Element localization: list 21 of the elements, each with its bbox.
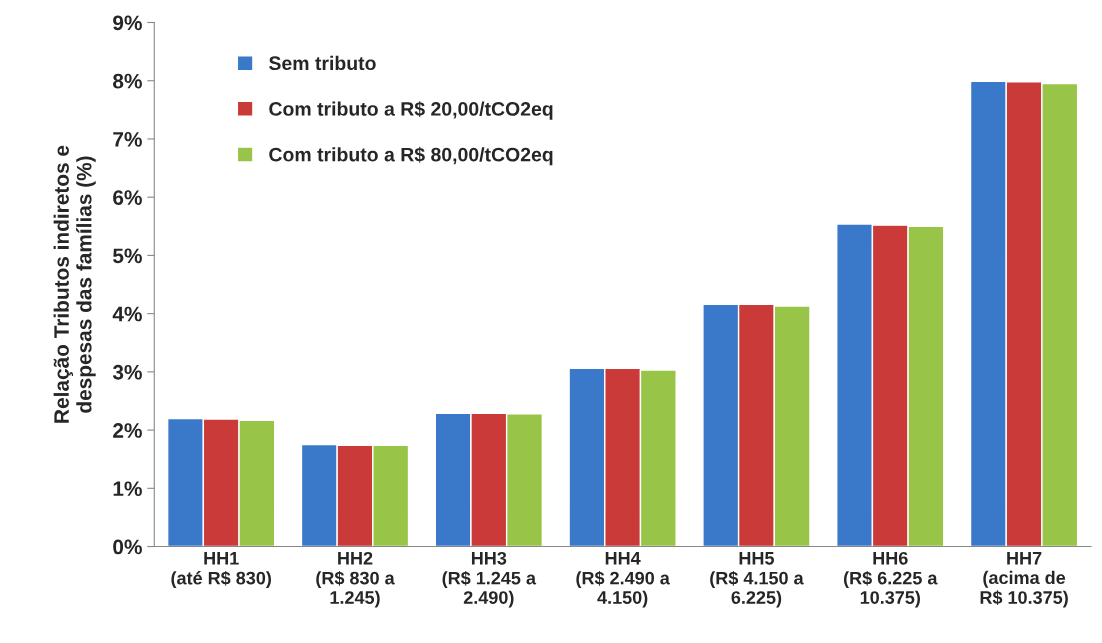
x-tick-label: HH6 (R$ 6.225 a 10.375): [843, 551, 938, 608]
y-tick-label: 2%: [113, 423, 142, 438]
x-tick-label: HH1 (até R$ 830): [171, 552, 271, 589]
x-tick-label: HH2 (R$ 830 a 1.245): [316, 551, 395, 608]
legend-label: Sem tributo: [269, 55, 376, 71]
x-tick-label: HH4 (R$ 2.490 a 4.150): [576, 552, 670, 608]
y-tick-label: 6%: [113, 190, 142, 205]
x-tick-label: HH7 (acima de R$ 10.375): [980, 552, 1068, 608]
y-tick-label: 9%: [113, 15, 142, 31]
y-tick-label: 3%: [112, 364, 142, 380]
legend-label: Com tributo a R$ 80,00/tCO2eq: [269, 146, 553, 166]
y-tick-label: 8%: [113, 73, 142, 89]
x-tick-label: HH3 (R$ 1.245 a 2.490): [442, 551, 537, 608]
y-tick-label: 4%: [112, 306, 142, 322]
x-tick-label: HH5 (R$ 4.150 a 6.225): [710, 552, 804, 608]
y-tick-label: 5%: [113, 248, 142, 264]
y-axis-title: Relação Tributos indiretos e despesas das famílias (%): [53, 145, 96, 423]
y-tick-label: 0%: [113, 539, 142, 555]
legend-label: Com tributo a R$ 20,00/tCO2eq: [269, 101, 553, 120]
y-tick-label: 7%: [113, 132, 142, 147]
y-tick-label: 1%: [113, 481, 142, 497]
